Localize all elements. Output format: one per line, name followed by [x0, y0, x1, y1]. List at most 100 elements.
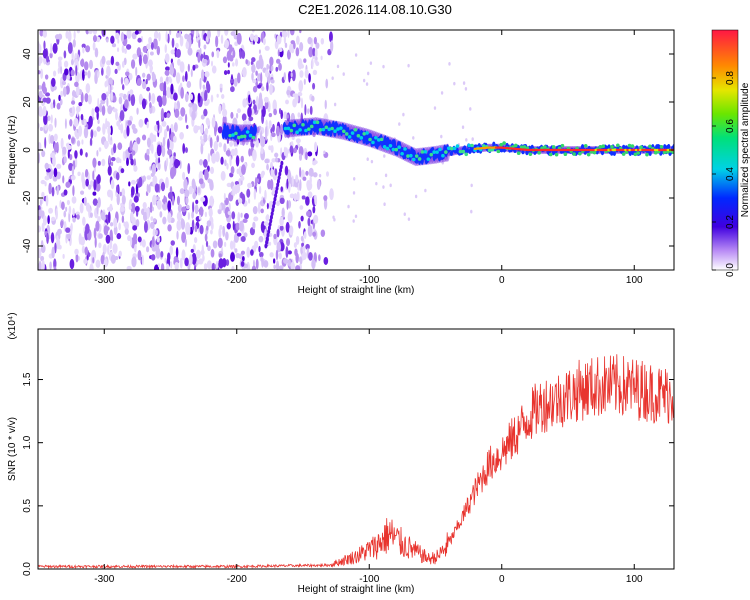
noise-speckle [56, 102, 61, 110]
noise-speckle [87, 252, 91, 257]
noise-speckle [289, 145, 294, 154]
noise-speckle [108, 84, 111, 95]
noise-speckle [288, 148, 291, 154]
noise-speckle [146, 207, 150, 220]
noise-speckle [170, 49, 175, 55]
trace-core [560, 143, 565, 148]
noise-speckle [170, 261, 173, 269]
noise-speckle [149, 102, 152, 109]
noise-speckle [222, 56, 228, 64]
noise-speckle [440, 91, 444, 95]
trace-core [444, 150, 448, 154]
trace-core [554, 152, 559, 157]
snr-panel: -300 -200 -100 0 100 0.0 0.5 1.0 1.5 Height of … [7, 312, 675, 595]
noise-speckle [177, 116, 183, 121]
noise-speckle [109, 140, 113, 145]
noise-speckle [286, 114, 289, 119]
noise-speckle [56, 171, 61, 180]
noise-speckle [204, 233, 208, 242]
noise-speckle [65, 227, 71, 233]
noise-speckle [286, 49, 291, 60]
chart-title: C2E1.2026.114.08.10.G30 [298, 2, 452, 17]
noise-speckle [311, 95, 315, 102]
noise-speckle [246, 188, 251, 198]
noise-speckle [71, 196, 77, 204]
noise-speckle [138, 176, 143, 188]
trace-core [601, 144, 606, 149]
noise-speckle [209, 181, 214, 191]
noise-speckle [244, 99, 248, 106]
noise-speckle [352, 191, 356, 195]
spectrogram-x-tick-label: 100 [626, 275, 643, 286]
noise-speckle [137, 236, 142, 243]
noise-speckle [212, 240, 218, 249]
trace-core [429, 152, 434, 157]
noise-speckle [237, 211, 241, 223]
noise-speckle [129, 140, 133, 152]
noise-speckle [118, 222, 121, 231]
noise-speckle [60, 137, 64, 150]
noise-speckle [291, 175, 294, 187]
noise-speckle [148, 184, 151, 193]
noise-speckle [146, 175, 152, 180]
trace-core [356, 133, 361, 138]
noise-speckle [354, 53, 358, 57]
trace-core [513, 143, 518, 148]
noise-speckle [262, 37, 266, 46]
noise-speckle [53, 266, 57, 270]
noise-speckle [289, 225, 294, 236]
noise-speckle [279, 197, 285, 205]
noise-speckle [440, 134, 443, 139]
noise-speckle [226, 222, 231, 230]
noise-speckle [206, 82, 211, 94]
noise-speckle [258, 96, 262, 109]
noise-speckle [92, 157, 97, 168]
noise-speckle [93, 227, 97, 239]
noise-speckle [305, 151, 308, 161]
noise-speckle [97, 119, 100, 124]
noise-speckle [278, 108, 282, 114]
noise-speckle [303, 58, 307, 63]
noise-speckle [248, 116, 254, 122]
noise-speckle [184, 33, 189, 40]
trace-core [633, 152, 638, 157]
noise-speckle [62, 86, 67, 97]
noise-speckle [200, 196, 206, 202]
noise-speckle [62, 146, 67, 155]
noise-speckle [41, 191, 45, 198]
noise-speckle [247, 198, 251, 204]
snr-x-tick-label: 0 [499, 574, 505, 585]
spectrogram-y-tick-label: 40 [22, 48, 33, 60]
trace-core [671, 150, 674, 155]
noise-speckle [48, 207, 54, 214]
noise-speckle [287, 30, 290, 38]
trace-core [583, 143, 588, 148]
noise-speckle [264, 228, 267, 240]
noise-speckle [336, 64, 340, 69]
noise-speckle [253, 216, 259, 222]
noise-speckle [110, 35, 115, 44]
noise-speckle [307, 224, 313, 237]
snr-y-tick-label: 0.5 [22, 498, 33, 512]
noise-speckle [266, 163, 269, 171]
noise-speckle [216, 93, 219, 98]
noise-speckle [249, 33, 255, 42]
noise-speckle [60, 220, 64, 228]
noise-speckle [67, 42, 73, 54]
noise-speckle [286, 238, 291, 246]
noise-speckle [130, 59, 136, 69]
noise-speckle [261, 257, 264, 268]
noise-speckle [107, 211, 111, 224]
noise-speckle [78, 125, 83, 137]
noise-speckle [271, 65, 274, 72]
noise-speckle [152, 228, 156, 238]
noise-speckle [71, 49, 74, 62]
noise-speckle [461, 125, 465, 130]
noise-speckle [320, 37, 325, 45]
trace-core [368, 137, 372, 142]
noise-speckle [148, 92, 151, 102]
noise-speckle [185, 197, 189, 204]
noise-speckle [120, 168, 125, 174]
noise-speckle [105, 91, 109, 98]
noise-speckle [151, 71, 155, 78]
